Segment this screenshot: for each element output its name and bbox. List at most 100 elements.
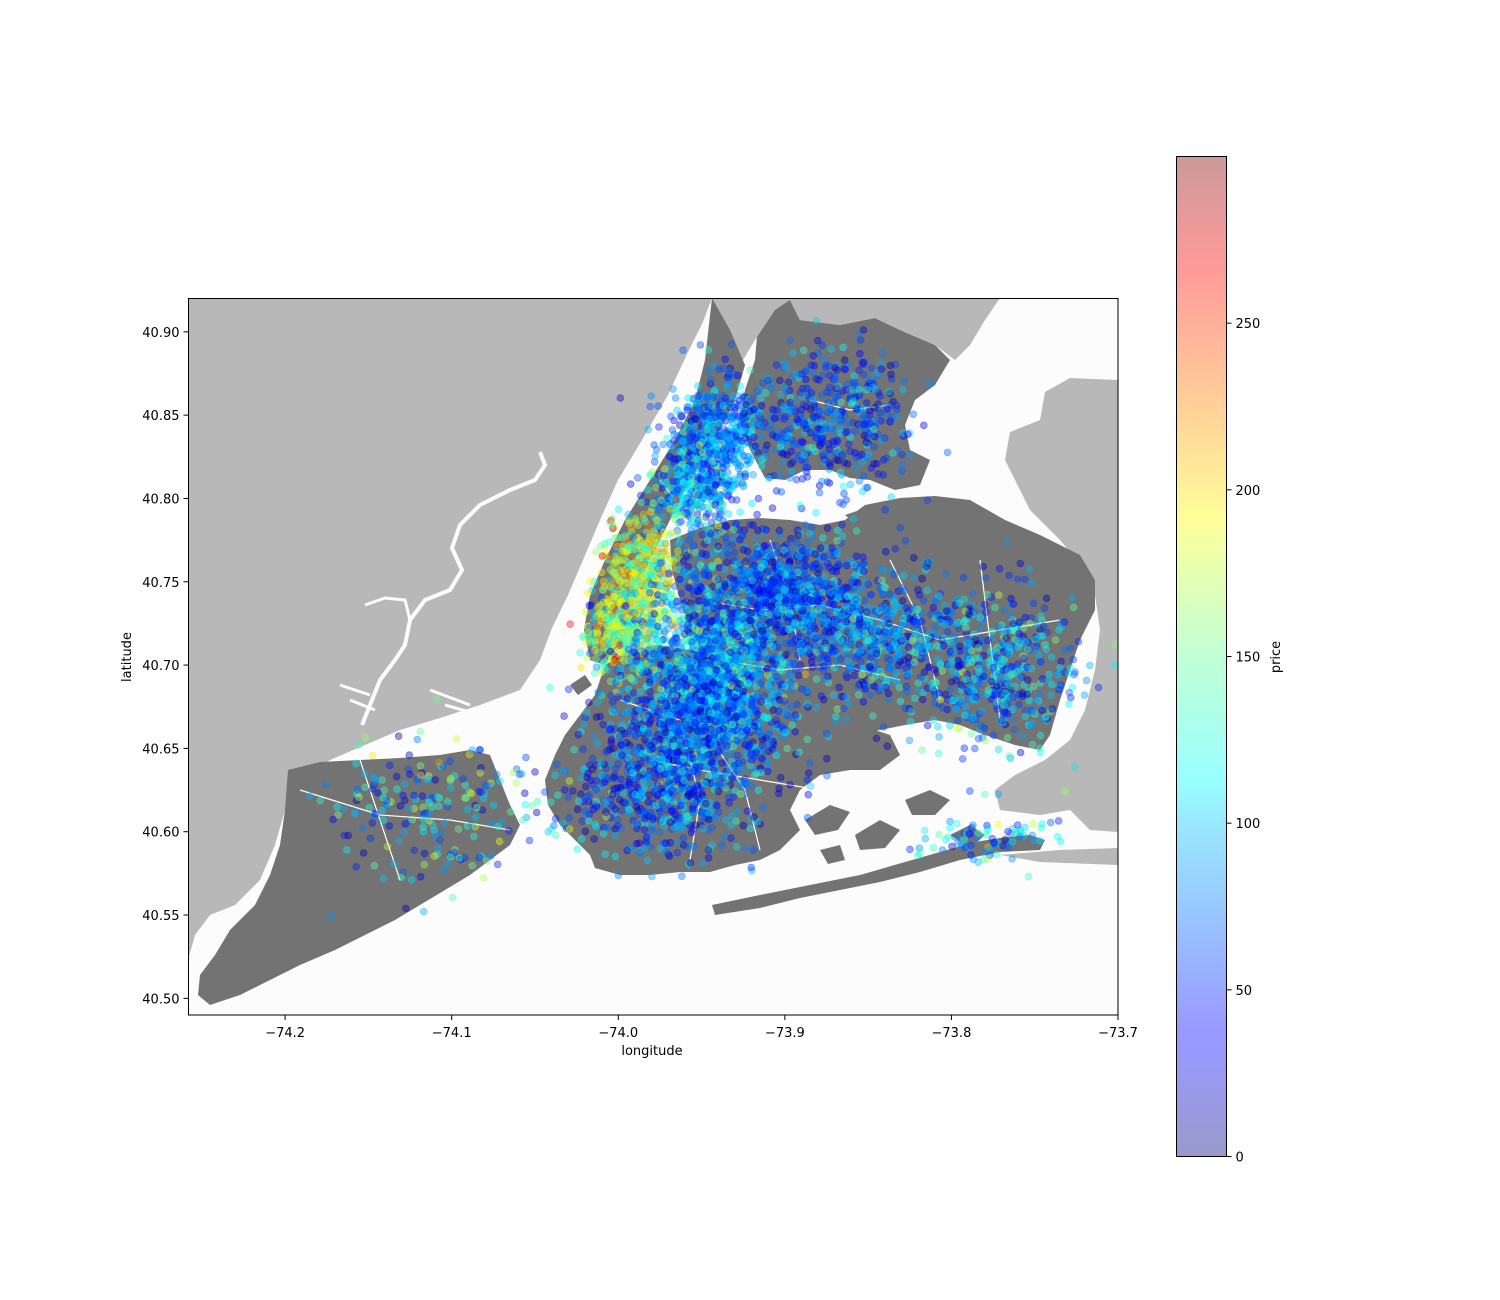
scatter-point <box>689 439 698 448</box>
scatter-point <box>697 440 706 449</box>
scatter-point <box>784 378 793 387</box>
scatter-point <box>698 415 707 424</box>
scatter-point <box>691 452 700 461</box>
scatter-point <box>723 373 732 381</box>
scatter-point <box>683 403 691 412</box>
scatter-point <box>747 863 755 872</box>
scatter-point <box>609 584 617 592</box>
scatter-point <box>739 451 747 460</box>
scatter-point <box>805 759 814 767</box>
scatter-point <box>839 343 847 352</box>
scatter-point <box>703 477 712 486</box>
scatter-point <box>703 470 712 478</box>
scatter-point <box>737 432 746 440</box>
scatter-point <box>735 418 743 427</box>
scatter-point <box>715 404 724 412</box>
scatter-point <box>726 364 734 373</box>
scatter-point <box>756 420 765 429</box>
scatter-point <box>700 426 708 435</box>
scatter-point <box>797 437 806 446</box>
scatter-point <box>611 831 620 840</box>
scatter-point <box>707 518 716 527</box>
scatter-point <box>698 462 706 470</box>
scatter-point <box>707 429 715 438</box>
scatter-point <box>693 382 702 390</box>
scatter-point <box>698 859 707 868</box>
scatter-point <box>698 434 707 443</box>
scatter-point <box>712 393 721 402</box>
scatter-point <box>723 733 732 741</box>
scatter-point <box>746 366 754 375</box>
scatter-point <box>719 471 728 480</box>
scatter-point <box>726 438 735 447</box>
scatter-point <box>733 684 742 693</box>
scatter-point <box>674 727 683 736</box>
map-jamaica-bay-islands <box>805 790 985 864</box>
scatter-point <box>689 677 698 685</box>
scatter-point <box>688 638 696 646</box>
scatter-point <box>757 768 765 777</box>
scatter-point <box>710 456 718 464</box>
scatter-point <box>839 482 848 491</box>
scatter-point <box>638 599 647 608</box>
scatter-point <box>585 636 594 645</box>
scatter-point <box>724 480 732 488</box>
scatter-point <box>670 416 678 425</box>
scatter-point <box>706 529 715 538</box>
scatter-point <box>850 372 858 380</box>
scatter-point <box>763 373 771 382</box>
scatter-point <box>719 463 727 472</box>
scatter-point <box>843 419 852 428</box>
scatter-point <box>675 720 683 729</box>
scatter-point <box>832 456 840 464</box>
scatter-point <box>718 472 726 481</box>
scatter-point <box>806 782 815 790</box>
scatter-point <box>904 430 912 439</box>
scatter-point <box>706 440 715 448</box>
scatter-point <box>803 813 812 822</box>
scatter-point <box>720 832 729 841</box>
scatter-point <box>642 755 650 764</box>
scatter-point <box>693 473 702 482</box>
scatter-point <box>733 423 742 432</box>
scatter-point <box>731 693 740 702</box>
scatter-point <box>621 589 629 598</box>
scatter-point <box>749 846 758 854</box>
scatter-point <box>640 825 649 834</box>
scatter-point <box>721 412 729 421</box>
scatter-point <box>709 447 717 456</box>
scatter-point <box>711 447 720 456</box>
scatter-point <box>574 730 583 739</box>
scatter-point <box>697 406 706 415</box>
scatter-point <box>728 720 737 729</box>
scatter-point <box>599 586 608 594</box>
scatter-point <box>713 460 721 469</box>
scatter-point <box>732 432 741 441</box>
scatter-point <box>703 425 711 434</box>
scatter-point <box>728 414 737 422</box>
scatter-point <box>724 440 733 449</box>
scatter-point <box>733 427 742 436</box>
scatter-point <box>738 420 746 428</box>
scatter-point <box>688 440 697 448</box>
scatter-point <box>673 637 681 645</box>
scatter-point <box>736 470 744 479</box>
scatter-point <box>702 764 711 772</box>
scatter-point <box>578 817 586 825</box>
scatter-point <box>714 419 722 428</box>
scatter-point <box>676 434 684 442</box>
scatter-point <box>686 773 694 782</box>
scatter-point <box>780 697 789 705</box>
scatter-point <box>703 529 712 538</box>
scatter-point <box>751 442 759 450</box>
scatter-point <box>721 748 730 756</box>
scatter-point <box>684 437 692 445</box>
scatter-point <box>758 754 766 763</box>
scatter-point <box>642 833 651 841</box>
map-bronx <box>740 300 950 490</box>
scatter-point <box>674 711 682 720</box>
scatter-point <box>703 751 711 759</box>
scatter-point <box>900 377 909 385</box>
scatter-point <box>718 759 726 767</box>
scatter-point <box>714 787 723 796</box>
